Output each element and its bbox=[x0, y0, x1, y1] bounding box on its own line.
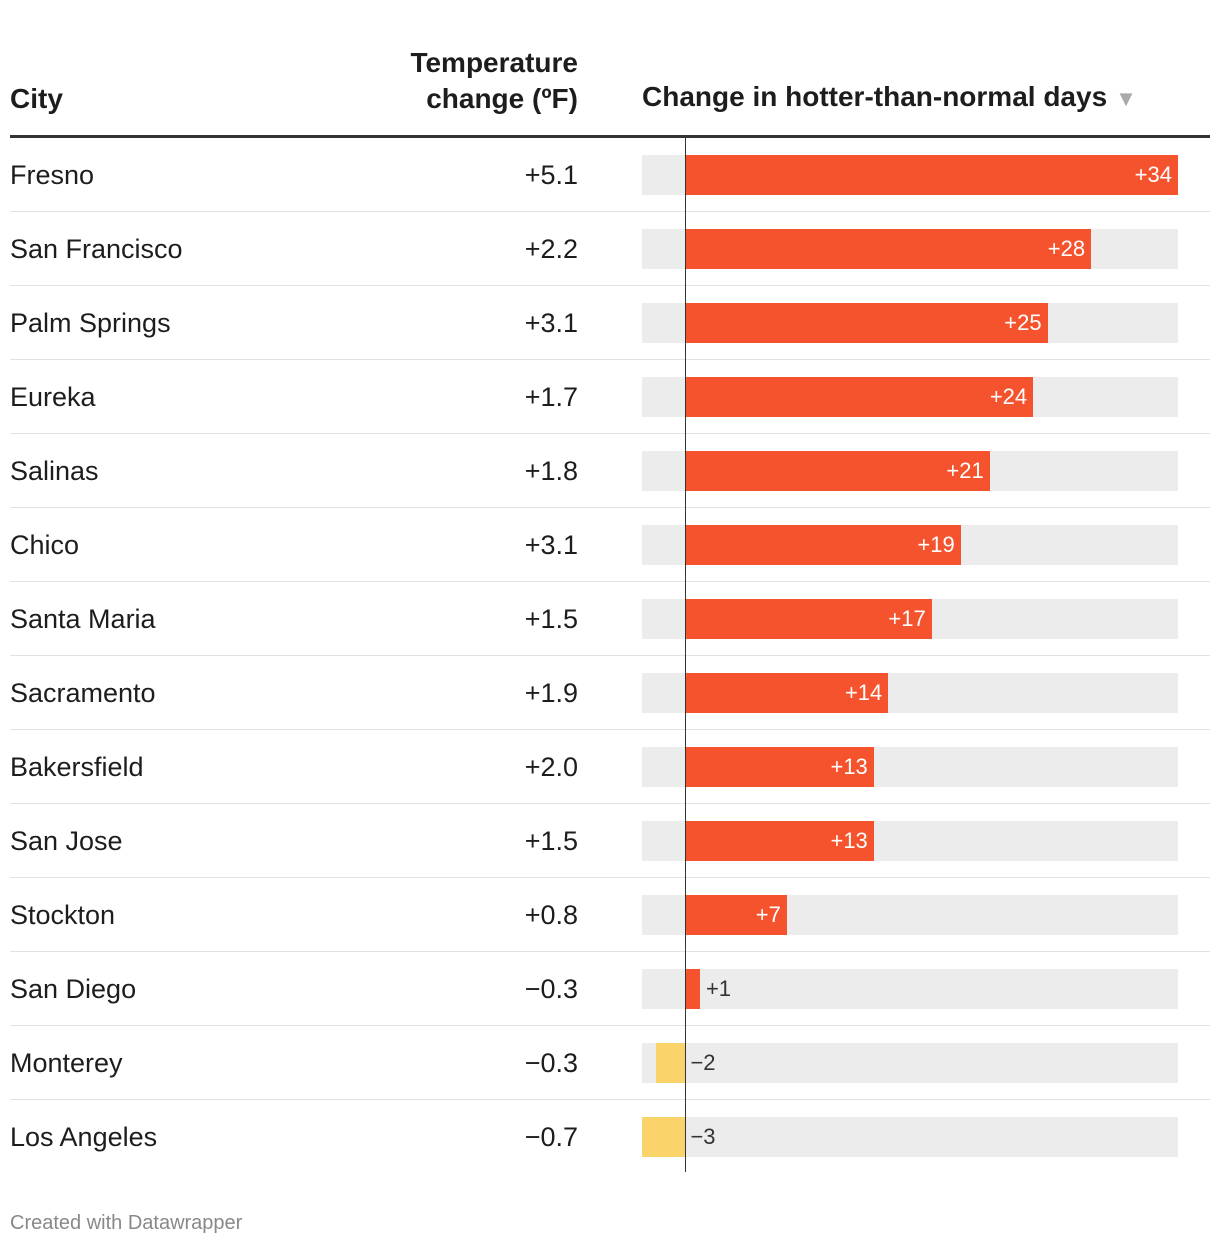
table-body: Fresno +5.1 +34 San Francisco +2.2 +28 Palm Sp… bbox=[10, 138, 1210, 1174]
temperature-cell: +0.8 bbox=[524, 900, 578, 930]
bar-track: +14 bbox=[642, 673, 1178, 713]
table-row: San Jose +1.5 +13 bbox=[10, 804, 1210, 878]
bar-value-label: +21 bbox=[946, 458, 984, 483]
table-row: Chico +3.1 +19 bbox=[10, 508, 1210, 582]
bar-value-label: +13 bbox=[830, 754, 868, 779]
header-city[interactable]: City bbox=[10, 83, 63, 114]
bar-value-label: +34 bbox=[1134, 162, 1172, 187]
table-row: San Diego −0.3 +1 bbox=[10, 952, 1210, 1026]
city-cell: Santa Maria bbox=[10, 604, 156, 634]
city-cell: Sacramento bbox=[10, 678, 156, 708]
bar-track: +1 bbox=[642, 969, 1178, 1009]
bar-value-label: +17 bbox=[888, 606, 926, 631]
temperature-cell: +1.5 bbox=[524, 826, 578, 856]
header-temperature-line1: Temperature bbox=[410, 47, 578, 78]
header-hotter-days[interactable]: Change in hotter-than-normal days ▼ bbox=[642, 79, 1137, 117]
city-cell: San Jose bbox=[10, 826, 123, 856]
bar-value-label: +19 bbox=[917, 532, 955, 557]
temperature-cell: +2.0 bbox=[524, 752, 578, 782]
temperature-cell: +1.9 bbox=[524, 678, 578, 708]
sort-descending-icon[interactable]: ▼ bbox=[1115, 86, 1137, 111]
bar-track: +13 bbox=[642, 747, 1178, 787]
temperature-cell: +3.1 bbox=[524, 308, 578, 338]
bar bbox=[685, 377, 1034, 417]
temperature-cell: +1.5 bbox=[524, 604, 578, 634]
bar-track: +34 bbox=[642, 155, 1178, 195]
bar bbox=[685, 451, 990, 491]
zero-axis-line bbox=[685, 138, 687, 1172]
bar bbox=[685, 747, 874, 787]
city-cell: Los Angeles bbox=[10, 1122, 158, 1152]
temperature-cell: +3.1 bbox=[524, 530, 578, 560]
table-row: Sacramento +1.9 +14 bbox=[10, 656, 1210, 730]
temperature-cell: −0.7 bbox=[524, 1122, 578, 1152]
bar bbox=[685, 155, 1178, 195]
table-row: Fresno +5.1 +34 bbox=[10, 138, 1210, 212]
bar-value-label: −3 bbox=[690, 1124, 716, 1149]
table-row: San Francisco +2.2 +28 bbox=[10, 212, 1210, 286]
header-temperature-line2: change (ºF) bbox=[426, 83, 578, 114]
bar bbox=[685, 969, 700, 1009]
temperature-cell: +1.7 bbox=[524, 382, 578, 412]
city-cell: Chico bbox=[10, 530, 80, 560]
footer-credit: Created with Datawrapper bbox=[10, 1212, 243, 1234]
bar-value-label: −2 bbox=[690, 1050, 716, 1075]
table-row: Los Angeles −0.7 −3 bbox=[10, 1100, 1210, 1174]
temperature-cell: +1.8 bbox=[524, 456, 578, 486]
city-cell: Palm Springs bbox=[10, 308, 171, 338]
bar bbox=[685, 229, 1092, 269]
bar-track: +24 bbox=[642, 377, 1178, 417]
city-cell: Monterey bbox=[10, 1048, 123, 1078]
temperature-cell: −0.3 bbox=[524, 974, 578, 1004]
header-hotter-days-label: Change in hotter-than-normal days bbox=[642, 81, 1108, 112]
table-row: Santa Maria +1.5 +17 bbox=[10, 582, 1210, 656]
table-header: City Temperature change (ºF) Change in h… bbox=[10, 0, 1210, 138]
data-table: City Temperature change (ºF) Change in h… bbox=[10, 0, 1210, 1174]
temperature-cell: −0.3 bbox=[524, 1048, 578, 1078]
city-cell: San Francisco bbox=[10, 234, 183, 264]
table-row: Stockton +0.8 +7 bbox=[10, 878, 1210, 952]
bar-value-label: +7 bbox=[755, 902, 781, 927]
bar-value-label: +1 bbox=[705, 976, 732, 1001]
bar-value-label: +13 bbox=[830, 828, 868, 853]
bar bbox=[642, 1117, 686, 1157]
table-row: Bakersfield +2.0 +13 bbox=[10, 730, 1210, 804]
bar-track: +13 bbox=[642, 821, 1178, 861]
temperature-cell: +5.1 bbox=[524, 160, 578, 190]
bar-track: +25 bbox=[642, 303, 1178, 343]
bar bbox=[685, 673, 889, 713]
city-cell: Fresno bbox=[10, 160, 95, 190]
table-row: Monterey −0.3 −2 bbox=[10, 1026, 1210, 1100]
temperature-cell: +2.2 bbox=[524, 234, 578, 264]
bar-value-label: +28 bbox=[1047, 236, 1086, 261]
bar-value-label: +25 bbox=[1004, 310, 1042, 335]
bar bbox=[685, 599, 932, 639]
bar bbox=[656, 1043, 686, 1083]
bar-value-label: +14 bbox=[844, 680, 883, 705]
bar-track: −3 bbox=[642, 1117, 1178, 1157]
city-cell: Eureka bbox=[10, 382, 96, 412]
table-row: Palm Springs +3.1 +25 bbox=[10, 286, 1210, 360]
table-row: Eureka +1.7 +24 bbox=[10, 360, 1210, 434]
bar bbox=[685, 895, 787, 935]
bar-track: −2 bbox=[642, 1043, 1178, 1083]
bar-value-label: +24 bbox=[989, 384, 1028, 409]
bar-track: +21 bbox=[642, 451, 1178, 491]
bar bbox=[685, 525, 961, 565]
bar-track: +28 bbox=[642, 229, 1178, 269]
city-cell: Stockton bbox=[10, 900, 116, 930]
header-temperature-change[interactable]: Temperature change (ºF) bbox=[410, 45, 578, 117]
bar-track: +19 bbox=[642, 525, 1178, 565]
bar-track: +17 bbox=[642, 599, 1178, 639]
city-cell: San Diego bbox=[10, 974, 137, 1004]
bar bbox=[685, 821, 874, 861]
city-cell: Bakersfield bbox=[10, 752, 144, 782]
bar bbox=[685, 303, 1048, 343]
table-row: Salinas +1.8 +21 bbox=[10, 434, 1210, 508]
city-cell: Salinas bbox=[10, 456, 99, 486]
bar-track: +7 bbox=[642, 895, 1178, 935]
